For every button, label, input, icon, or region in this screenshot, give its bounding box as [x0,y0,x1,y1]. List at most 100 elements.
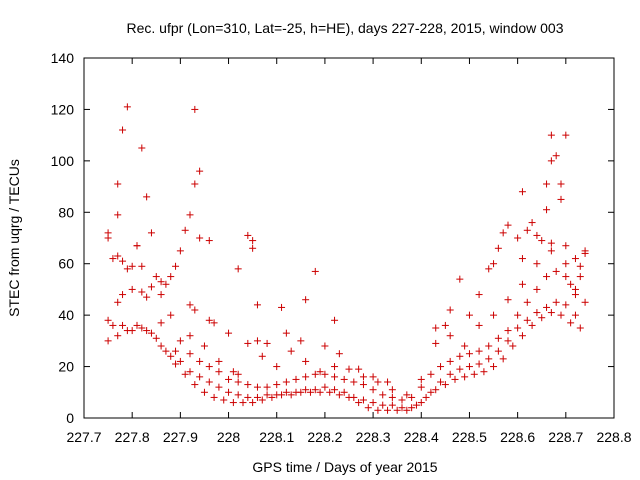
data-point [253,393,261,401]
x-tick-label: 228.2 [307,429,342,445]
x-tick-label: 228.7 [548,429,583,445]
data-point [437,378,445,386]
data-point [475,291,483,299]
data-point [215,368,223,376]
data-point [562,273,570,281]
y-tick-label: 60 [58,256,74,272]
data-point [398,396,406,404]
data-point [461,342,469,350]
x-tick-label: 228 [217,429,241,445]
data-point [533,285,541,293]
y-tick-label: 80 [58,204,74,220]
data-point [138,324,146,332]
data-point [205,378,213,386]
data-point [191,180,199,188]
data-point [480,368,488,376]
data-point [562,242,570,250]
data-point [485,342,493,350]
data-point [133,242,141,250]
data-point [119,291,127,299]
y-tick-label: 20 [58,359,74,375]
data-point [437,363,445,371]
data-point [114,298,122,306]
data-point [114,180,122,188]
data-point [408,404,416,412]
data-point [220,396,228,404]
data-point [225,388,233,396]
data-point [225,375,233,383]
data-point [470,370,478,378]
data-point [393,406,401,414]
data-point [369,399,377,407]
data-point [369,386,377,394]
data-point [152,273,160,281]
data-point [465,311,473,319]
data-point [263,383,271,391]
data-point [321,370,329,378]
data-point [461,373,469,381]
data-point [119,257,127,265]
data-point [321,342,329,350]
data-point [172,360,180,368]
data-point [297,337,305,345]
data-point [282,378,290,386]
data-point [576,262,584,270]
data-point [172,262,180,270]
data-point [456,352,464,360]
data-point [359,373,367,381]
data-point [263,391,271,399]
data-point [104,337,112,345]
data-point [205,237,213,245]
y-tick-labels: 0 20 40 60 80 100 120 140 [51,50,75,426]
y-axis-label: STEC from uqrg / TECUs [6,159,22,317]
data-point [234,370,242,378]
data-point [196,234,204,242]
data-point [398,404,406,412]
data-point [302,386,310,394]
data-point [244,393,252,401]
data-point [518,188,526,196]
data-point [557,180,565,188]
data-point [432,324,440,332]
data-point [432,339,440,347]
data-point [523,298,531,306]
data-point [249,244,257,252]
data-point [162,280,170,288]
data-point [133,321,141,329]
data-point [562,131,570,139]
data-point [465,350,473,358]
data-point [547,131,555,139]
data-point [167,311,175,319]
data-point [350,378,358,386]
data-point [475,347,483,355]
data-point [186,332,194,340]
data-point [152,334,160,342]
data-point [543,273,551,281]
data-point [311,267,319,275]
y-tick-label: 140 [51,50,75,66]
data-point [123,103,131,111]
data-point [446,306,454,314]
y-tick-label: 40 [58,307,74,323]
data-point [490,363,498,371]
data-point [278,303,286,311]
data-point [215,357,223,365]
data-point [311,370,319,378]
x-axis-label: GPS time / Days of year 2015 [252,459,437,475]
data-point [514,234,522,242]
data-point [263,339,271,347]
data-point [147,229,155,237]
x-tick-labels: 227.7 227.8 227.9 228 228.1 228.2 228.3 228.4 22… [66,429,631,445]
data-point [234,265,242,273]
data-point [157,319,165,327]
data-point [446,370,454,378]
data-point [504,337,512,345]
data-point [543,303,551,311]
data-point [543,206,551,214]
data-point [138,144,146,152]
y-tick-label: 100 [51,153,75,169]
data-point [114,252,122,260]
data-point [191,105,199,113]
chart-title: Rec. ufpr (Lon=310, Lat=-25, h=HE), days… [126,20,563,36]
data-point [514,311,522,319]
